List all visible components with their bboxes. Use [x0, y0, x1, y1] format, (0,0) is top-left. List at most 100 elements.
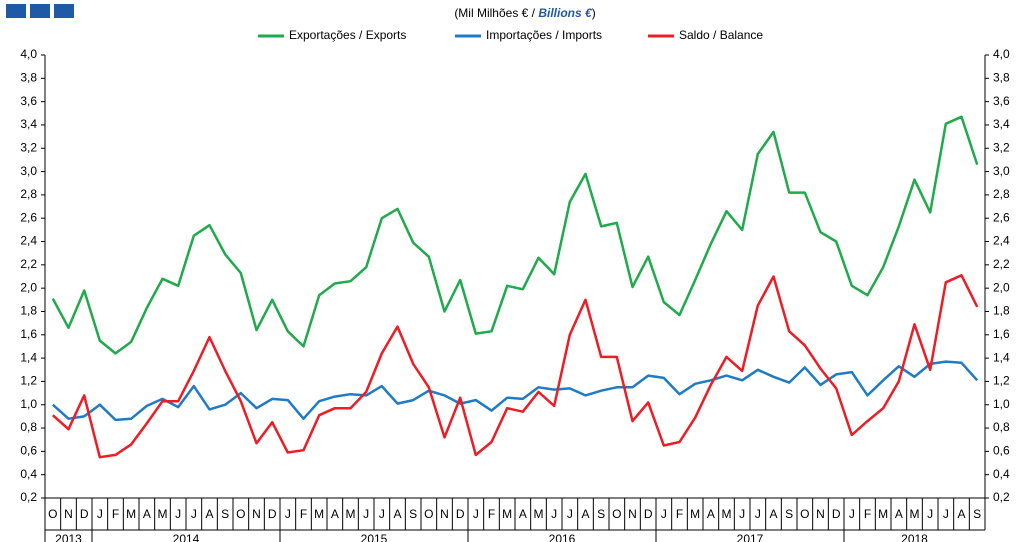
x-tick-label: D	[832, 507, 841, 521]
legend-label: Exportações / Exports	[289, 28, 406, 42]
x-tick-label: A	[331, 507, 339, 521]
y-tick-label: 0,4	[20, 467, 37, 481]
y-tick-label: 2,4	[20, 234, 37, 248]
y2-tick-label: 3,8	[993, 70, 1010, 84]
series-line	[51, 274, 979, 459]
x-tick-label: M	[346, 507, 356, 521]
x-tick-label: N	[64, 507, 73, 521]
x-tick-label: A	[205, 507, 213, 521]
y-tick-label: 1,6	[20, 327, 37, 341]
x-tick-label: J	[175, 507, 181, 521]
year-label: 2018	[901, 532, 928, 542]
legend-label: Saldo / Balance	[679, 28, 763, 42]
x-tick-label: J	[363, 507, 369, 521]
x-tick-label: A	[957, 507, 965, 521]
x-tick-label: M	[722, 507, 732, 521]
x-tick-label: A	[581, 507, 589, 521]
subtitle-em: Billions €	[538, 6, 593, 20]
year-label: 2017	[737, 532, 764, 542]
y2-tick-label: 3,2	[993, 140, 1010, 154]
y-tick-label: 2,0	[20, 280, 37, 294]
x-tick-label: N	[440, 507, 449, 521]
x-tick-label: N	[816, 507, 825, 521]
x-tick-label: N	[252, 507, 261, 521]
x-tick-label: J	[739, 507, 745, 521]
x-tick-label: D	[456, 507, 465, 521]
year-label: 2013	[55, 532, 82, 542]
x-tick-label: J	[551, 507, 557, 521]
logo	[54, 4, 74, 18]
subtitle-part: )	[592, 6, 596, 20]
logo	[6, 4, 26, 18]
y-tick-label: 0,6	[20, 444, 37, 458]
x-tick-label: S	[785, 507, 793, 521]
x-tick-label: M	[910, 507, 920, 521]
series-line	[51, 115, 979, 355]
x-tick-label: F	[676, 507, 683, 521]
x-tick-label: F	[112, 507, 119, 521]
y2-tick-label: 0,6	[993, 444, 1010, 458]
legend-label: Importações / Imports	[486, 28, 602, 42]
x-tick-label: J	[191, 507, 197, 521]
x-tick-label: M	[314, 507, 324, 521]
x-tick-label: M	[158, 507, 168, 521]
x-tick-label: J	[943, 507, 949, 521]
x-tick-label: S	[597, 507, 605, 521]
x-tick-label: J	[97, 507, 103, 521]
y-tick-label: 1,2	[20, 374, 37, 388]
x-tick-label: S	[973, 507, 981, 521]
y-tick-label: 1,8	[20, 304, 37, 318]
x-tick-label: M	[878, 507, 888, 521]
y-tick-label: 4,0	[20, 47, 37, 61]
x-tick-label: D	[268, 507, 277, 521]
y2-tick-label: 2,4	[993, 234, 1010, 248]
x-tick-label: F	[864, 507, 871, 521]
x-tick-label: F	[300, 507, 307, 521]
x-tick-label: M	[534, 507, 544, 521]
x-tick-label: D	[644, 507, 653, 521]
year-label: 2016	[549, 532, 576, 542]
y-tick-label: 3,8	[20, 70, 37, 84]
y2-tick-label: 2,2	[993, 257, 1010, 271]
y2-tick-label: 1,0	[993, 397, 1010, 411]
y-tick-label: 3,4	[20, 117, 37, 131]
y2-tick-label: 1,2	[993, 374, 1010, 388]
y-tick-label: 3,2	[20, 140, 37, 154]
y2-tick-label: 1,6	[993, 327, 1010, 341]
y2-tick-label: 3,4	[993, 117, 1010, 131]
year-label: 2014	[173, 532, 200, 542]
x-tick-label: O	[424, 507, 433, 521]
y2-tick-label: 2,6	[993, 210, 1010, 224]
y2-tick-label: 2,0	[993, 280, 1010, 294]
x-tick-label: A	[393, 507, 401, 521]
x-tick-label: J	[285, 507, 291, 521]
x-tick-label: O	[612, 507, 621, 521]
year-label: 2015	[361, 532, 388, 542]
y-tick-label: 1,4	[20, 350, 37, 364]
y2-tick-label: 4,0	[993, 47, 1010, 61]
y-tick-label: 2,8	[20, 187, 37, 201]
y-tick-label: 0,2	[20, 490, 37, 504]
series-line	[51, 360, 979, 422]
subtitle-part: (Mil Milhões € /	[454, 6, 538, 20]
x-tick-label: J	[927, 507, 933, 521]
y-tick-label: 0,8	[20, 420, 37, 434]
y2-tick-label: 1,4	[993, 350, 1010, 364]
x-tick-label: M	[502, 507, 512, 521]
y2-tick-label: 0,2	[993, 490, 1010, 504]
x-tick-label: J	[379, 507, 385, 521]
x-tick-label: O	[800, 507, 809, 521]
x-tick-label: A	[769, 507, 777, 521]
x-tick-label: N	[628, 507, 637, 521]
y2-tick-label: 0,4	[993, 467, 1010, 481]
x-tick-label: O	[236, 507, 245, 521]
y2-tick-label: 2,8	[993, 187, 1010, 201]
x-tick-label: S	[221, 507, 229, 521]
x-tick-label: D	[80, 507, 89, 521]
x-tick-label: A	[519, 507, 527, 521]
x-tick-label: S	[409, 507, 417, 521]
y2-tick-label: 3,0	[993, 164, 1010, 178]
x-tick-label: J	[567, 507, 573, 521]
x-tick-label: A	[143, 507, 151, 521]
